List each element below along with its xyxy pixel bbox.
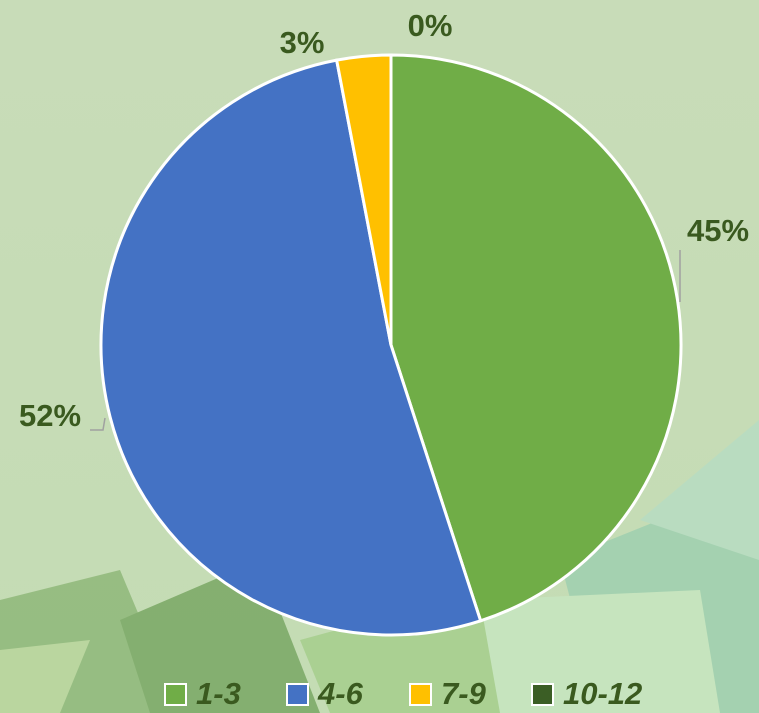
chart: 45% 52% 3% 0% 1-3 4-6 7-9 10-12	[0, 0, 759, 713]
legend-label: 1-3	[196, 676, 241, 711]
legend-swatch	[410, 684, 431, 705]
data-label: 45%	[687, 213, 749, 248]
data-label: 52%	[19, 398, 81, 433]
legend-label: 4-6	[317, 676, 364, 711]
data-label: 3%	[280, 25, 325, 60]
legend-label: 10-12	[563, 676, 642, 711]
data-label: 0%	[408, 8, 453, 43]
legend-label: 7-9	[441, 676, 487, 711]
legend-swatch	[165, 684, 186, 705]
legend-swatch	[532, 684, 553, 705]
legend-swatch	[287, 684, 308, 705]
